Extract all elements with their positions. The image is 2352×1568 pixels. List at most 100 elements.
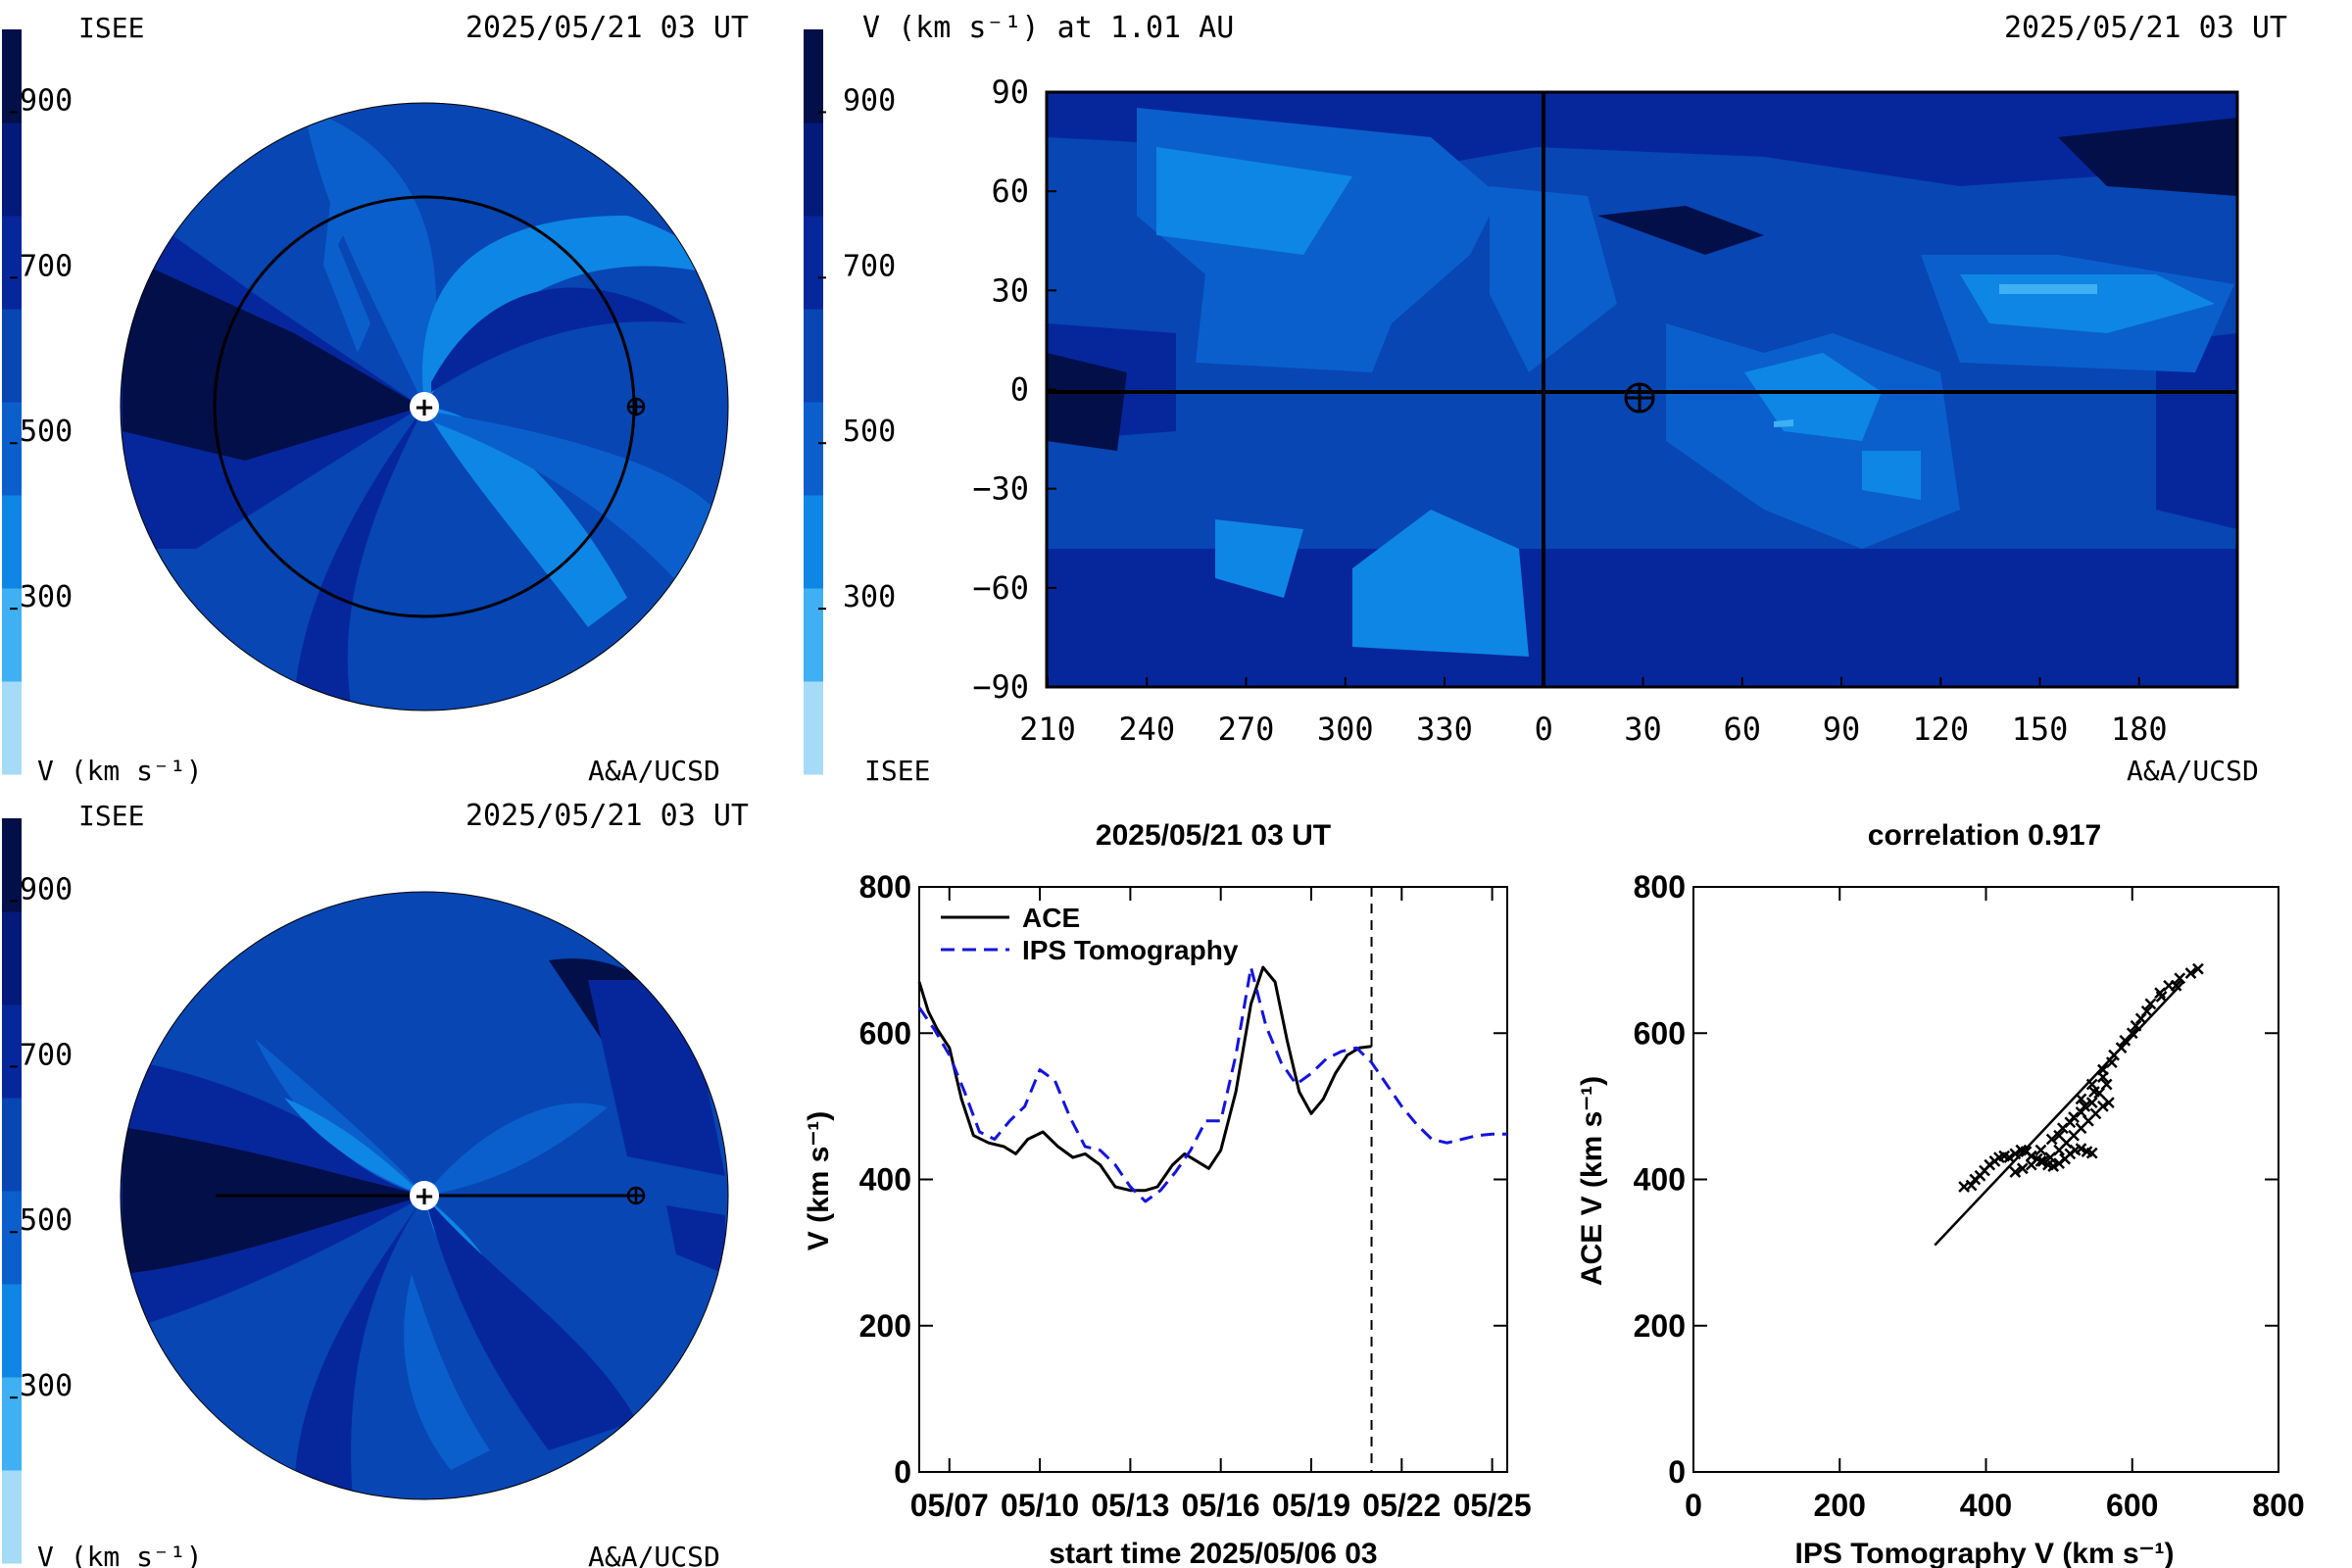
scatter-x-tick-label: 400 [1960, 1488, 2012, 1523]
scatter-point [2108, 1049, 2120, 1061]
legend-label-ips: IPS Tomography [1022, 935, 1239, 965]
colorbar-swatch [2, 1004, 22, 1099]
synoptic-contour-map [1047, 92, 2237, 687]
scatter-point [2075, 1093, 2087, 1105]
legend-label-ace: ACE [1022, 903, 1080, 933]
top-left-panel: 900 700 500 300 ISEE 2025/05/21 03 UT V (km… [2, 11, 749, 787]
map-y-tick-label: 30 [991, 271, 1029, 309]
scatter-point [2064, 1116, 2077, 1129]
colorbar-tick-label: 500 [20, 1203, 73, 1238]
scatter-point [2144, 998, 2157, 1010]
colorbar-tick-label: 900 [843, 83, 896, 118]
colorbar-tick-label: 700 [843, 249, 896, 283]
scatter-point [2085, 1097, 2098, 1109]
colorbar-swatch [2, 818, 22, 912]
map-y-tick-label: −60 [972, 569, 1029, 607]
colorbar-swatch [804, 122, 823, 217]
scatter-point [2140, 1004, 2153, 1017]
line-x-tick-label: 05/13 [1091, 1488, 1169, 1523]
line-x-tick-label: 05/22 [1362, 1488, 1441, 1523]
colorbar-tick-label: 300 [20, 580, 73, 614]
line-chart-title: 2025/05/21 03 UT [1096, 819, 1331, 852]
map-y-tick-label: −90 [972, 668, 1029, 706]
colorbar-swatch [2, 911, 22, 1005]
colorbar-tick-label: 500 [20, 415, 73, 449]
scatter-title: correlation 0.917 [1868, 819, 2101, 852]
colorbar-swatch [2, 1470, 22, 1564]
colorbar-tick-label: 700 [20, 249, 73, 283]
earth-marker-icon [626, 1186, 646, 1205]
line-chart-xlabel: start time 2025/05/06 03 [1049, 1538, 1377, 1568]
line-legend: ACE IPS Tomography [941, 903, 1239, 965]
unit-label: V (km s⁻¹) [37, 1541, 203, 1568]
colorbar-swatch [2, 402, 22, 496]
sun-marker [410, 1181, 439, 1210]
scatter-point [2100, 1078, 2113, 1091]
scatter-point [2025, 1158, 2037, 1171]
colorbar-swatch [804, 588, 823, 682]
colorbar-swatch [804, 29, 823, 123]
scatter-point [2170, 979, 2182, 992]
scatter-y-tick-label: 800 [1634, 869, 1686, 905]
scatter-xlabel: IPS Tomography V (km s⁻¹) [1795, 1538, 2175, 1568]
scatter-point [2047, 1160, 2060, 1172]
colorbar-swatch [2, 1191, 22, 1285]
credit-label: A&A/UCSD [588, 755, 720, 787]
map-axes: 210 240 270 300 330 0 30 60 90 120 150 1809060300−3… [972, 74, 2167, 748]
colorbar-swatch [2, 1284, 22, 1378]
colorbar-swatch [2, 216, 22, 310]
fit-line [1934, 981, 2184, 1247]
map-x-tick-label: 330 [1416, 710, 1473, 748]
scatter-point [2097, 1100, 2109, 1112]
earth-marker-icon [1624, 382, 1655, 414]
scatter-panel: correlation 0.917 0 200 400 600 800 0 200 400 60… [1576, 819, 2305, 1568]
scatter-plot: 0 200 400 600 800 0 200 400 600 800 [1634, 869, 2305, 1523]
map-y-tick-label: 60 [991, 172, 1029, 210]
scatter-y-tick-label: 200 [1634, 1308, 1686, 1344]
scatter-point [2016, 1162, 2029, 1175]
colorbar-bottom-left: 900 700 500 300 [2, 818, 73, 1564]
scatter-point [2075, 1105, 2087, 1118]
scatter-y-tick-label: 600 [1634, 1015, 1686, 1051]
earth-marker-icon [626, 397, 646, 416]
scatter-point [2009, 1166, 2022, 1178]
org-label: ISEE [78, 800, 144, 832]
series-line-ips-tomography [917, 965, 1507, 1203]
scatter-point [2119, 1034, 2132, 1047]
map-x-tick-label: 120 [1912, 710, 1969, 748]
line-x-tick-label: 05/10 [1001, 1488, 1079, 1523]
scatter-point [2025, 1150, 2037, 1162]
scatter-x-tick-label: 200 [1814, 1488, 1866, 1523]
scatter-point [2079, 1100, 2091, 1112]
line-x-tick-label: 05/25 [1453, 1488, 1532, 1523]
org-label: ISEE [78, 12, 144, 44]
scatter-point [2174, 972, 2186, 985]
map-x-tick-label: 30 [1624, 710, 1662, 748]
map-y-tick-label: 0 [1010, 371, 1029, 409]
scatter-point [2003, 1152, 2016, 1163]
scatter-point [1965, 1179, 1978, 1192]
colorbar-top-left: 900 700 500 300 [2, 29, 73, 775]
line-y-tick-label: 200 [859, 1308, 911, 1344]
colorbar-tick-label: 700 [20, 1038, 73, 1072]
colorbar-swatch [2, 1377, 22, 1471]
colorbar-swatch [2, 681, 22, 775]
polar-boundary [120, 102, 729, 711]
scatter-point [2045, 1133, 2058, 1146]
line-y-tick-label: 400 [859, 1162, 911, 1198]
colorbar-swatch [804, 495, 823, 589]
map-title: V (km s⁻¹) at 1.01 AU [862, 11, 1234, 45]
colorbar-tick-label: 300 [843, 580, 896, 614]
colorbar-swatch [2, 309, 22, 403]
bottom-left-panel: 900 700 500 300 ISEE 2025/05/21 03 UT V (km… [2, 799, 749, 1568]
line-y-tick-label: 800 [859, 869, 911, 905]
sun-marker [410, 392, 439, 421]
map-org: ISEE [864, 755, 930, 787]
scatter-point [2085, 1147, 2098, 1159]
credit-label: A&A/UCSD [588, 1541, 720, 1568]
colorbar-swatch [2, 588, 22, 682]
scatter-point [2009, 1148, 2022, 1160]
colorbar-tick-label: 500 [843, 415, 896, 449]
line-chart-frame [918, 886, 1508, 1473]
